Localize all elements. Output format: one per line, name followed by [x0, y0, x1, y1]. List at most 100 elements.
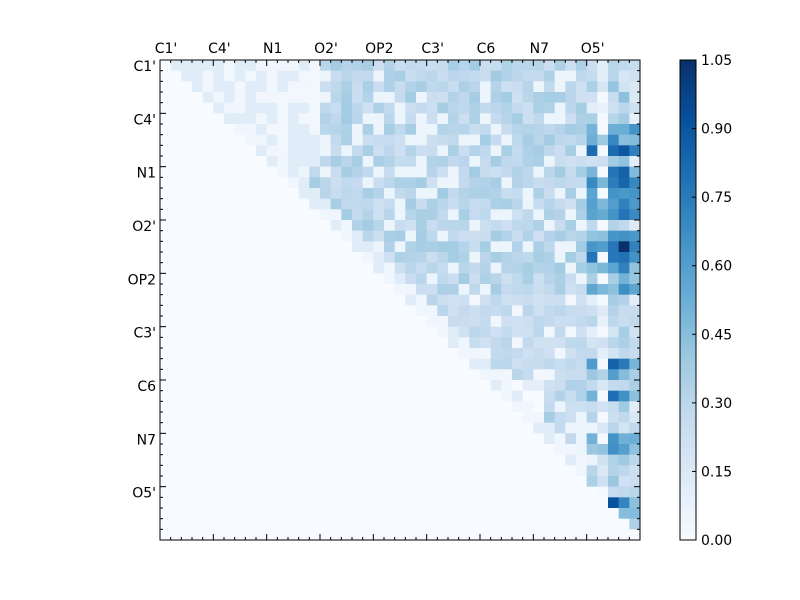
heatmap-cell [341, 230, 353, 242]
heatmap-cell [170, 273, 182, 285]
heatmap-cell [288, 81, 299, 93]
heatmap-cell [544, 177, 555, 189]
heatmap-cell [277, 81, 289, 93]
heatmap-cell [544, 401, 555, 413]
heatmap-cell [512, 518, 523, 530]
heatmap-cell [618, 156, 630, 167]
heatmap-cell [565, 102, 577, 114]
heatmap-cell [522, 92, 534, 103]
heatmap-cell [170, 316, 182, 327]
heatmap-cell [458, 401, 470, 413]
heatmap-cell [384, 188, 395, 199]
heatmap-cell [618, 337, 630, 349]
heatmap-cell [192, 166, 203, 178]
heatmap-cell [554, 529, 566, 541]
heatmap-cell [576, 529, 587, 541]
heatmap-cell [352, 252, 363, 263]
heatmap-cell [522, 358, 534, 370]
heatmap-cell [394, 60, 406, 71]
heatmap-cell [330, 390, 342, 402]
heatmap-cell [437, 518, 449, 530]
heatmap-cell [384, 369, 395, 381]
heatmap-cells [160, 60, 641, 541]
heatmap-cell [458, 497, 470, 509]
heatmap-cell [160, 209, 171, 221]
heatmap-cell [448, 70, 459, 82]
heatmap-cell [469, 273, 481, 285]
heatmap-cell [160, 166, 171, 178]
heatmap-cell [448, 145, 459, 157]
heatmap-cell [501, 92, 513, 103]
heatmap-cell [373, 412, 385, 423]
heatmap-cell [202, 124, 214, 135]
heatmap-cell [181, 220, 193, 231]
heatmap-cell [565, 316, 577, 327]
heatmap-cell [373, 380, 385, 391]
heatmap-cell [266, 134, 278, 146]
heatmap-cell [213, 284, 225, 295]
heatmap-cell [224, 444, 235, 455]
y-tick-label: O2' [132, 219, 156, 235]
heatmap-cell [330, 102, 342, 114]
heatmap-cell [277, 390, 289, 402]
heatmap-cell [213, 454, 225, 466]
heatmap-cell [618, 465, 630, 477]
heatmap-cell [405, 262, 417, 274]
heatmap-cell [202, 92, 214, 103]
heatmap-cell [490, 454, 502, 466]
heatmap-cell [522, 252, 534, 263]
heatmap-cell [160, 220, 171, 231]
heatmap-cell [501, 220, 513, 231]
heatmap-cell [192, 444, 203, 455]
heatmap-cell [576, 486, 587, 498]
heatmap-cell [629, 241, 641, 253]
heatmap-cell [320, 262, 331, 274]
heatmap-cell [256, 70, 267, 82]
heatmap-cell [618, 230, 630, 242]
heatmap-cell [608, 518, 619, 530]
heatmap-cell [522, 70, 534, 82]
heatmap-cell [384, 284, 395, 295]
heatmap-cell [565, 134, 577, 146]
heatmap-cell [234, 241, 246, 253]
heatmap-cell [554, 92, 566, 103]
heatmap-cell [170, 220, 182, 231]
heatmap-cell [352, 390, 363, 402]
heatmap-cell [458, 380, 470, 391]
heatmap-cell [512, 326, 523, 338]
heatmap-cell [597, 145, 609, 157]
heatmap-cell [277, 92, 289, 103]
heatmap-cell [480, 188, 491, 199]
heatmap-cell [586, 177, 598, 189]
heatmap-cell [373, 465, 385, 477]
heatmap-cell [554, 241, 566, 253]
heatmap-cell [245, 433, 257, 445]
heatmap-cell [544, 156, 555, 167]
heatmap-cell [533, 188, 545, 199]
heatmap-cell [202, 262, 214, 274]
heatmap-cell [181, 497, 193, 509]
heatmap-cell [576, 113, 587, 125]
heatmap-cell [480, 92, 491, 103]
heatmap-cell [245, 60, 257, 71]
heatmap-cell [586, 284, 598, 295]
heatmap-cell [341, 444, 353, 455]
heatmap-cell [554, 284, 566, 295]
heatmap-cell [512, 401, 523, 413]
heatmap-cell [437, 220, 449, 231]
heatmap-cell [298, 252, 310, 263]
heatmap-cell [170, 177, 182, 189]
heatmap-cell [554, 326, 566, 338]
heatmap-cell [522, 476, 534, 487]
heatmap-cell [448, 102, 459, 114]
heatmap-cell [490, 508, 502, 519]
heatmap-cell [629, 134, 641, 146]
heatmap-cell [458, 81, 470, 93]
heatmap-cell [202, 60, 214, 71]
heatmap-cell [256, 273, 267, 285]
heatmap-cell [181, 241, 193, 253]
heatmap-cell [373, 124, 385, 135]
heatmap-cell [576, 156, 587, 167]
heatmap-cell [341, 262, 353, 274]
heatmap-cell [448, 113, 459, 125]
